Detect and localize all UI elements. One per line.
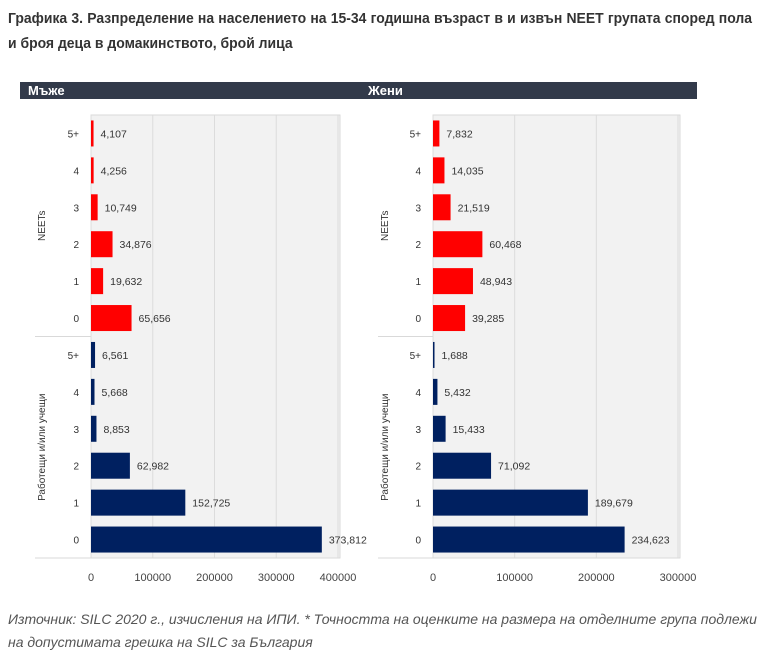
y-category-label: 2 — [73, 462, 79, 473]
data-label: 19,632 — [110, 276, 142, 288]
bar-workers — [91, 526, 322, 553]
bar-neets — [433, 231, 483, 258]
data-label: 14,035 — [451, 165, 483, 177]
data-label: 21,519 — [458, 202, 490, 214]
bar-workers — [433, 415, 446, 442]
x-tick-label: 200000 — [196, 572, 233, 584]
y-category-label: 4 — [415, 166, 421, 177]
y-category-label: 4 — [73, 388, 79, 399]
y-category-label: 0 — [415, 314, 421, 325]
x-tick-label: 100000 — [496, 572, 533, 584]
bar-workers — [91, 489, 186, 516]
bar-workers — [91, 452, 130, 479]
bar-neets — [433, 157, 445, 184]
bar-neets — [433, 194, 451, 221]
y-category-label: 2 — [415, 462, 421, 473]
data-label: 7,832 — [446, 128, 472, 140]
bar-neets — [91, 231, 113, 258]
x-tick-label: 0 — [88, 572, 94, 584]
group-label: NEETs — [37, 210, 48, 241]
bar-workers — [91, 415, 97, 442]
y-category-label: 3 — [415, 203, 421, 214]
y-category-label: 5+ — [410, 129, 422, 140]
panel-header-bar: Мъже Жени — [20, 82, 697, 99]
group-label: Работещи и/или учещи — [36, 394, 48, 501]
y-category-label: 5+ — [68, 129, 80, 140]
x-tick-label: 400000 — [320, 572, 357, 584]
data-label: 4,107 — [101, 128, 127, 140]
bar-neets — [433, 120, 440, 147]
plot-area — [90, 114, 341, 559]
data-label: 6,561 — [102, 350, 128, 362]
bar-neets — [433, 268, 473, 295]
y-category-label: 0 — [73, 314, 79, 325]
bar-neets — [91, 194, 98, 221]
data-label: 4,256 — [101, 165, 127, 177]
bar-workers — [433, 489, 588, 516]
bar-neets — [91, 157, 94, 184]
x-tick-label: 300000 — [258, 572, 295, 584]
data-label: 15,433 — [453, 424, 485, 436]
data-label: 62,982 — [137, 461, 169, 473]
x-tick-label: 300000 — [660, 572, 697, 584]
data-label: 189,679 — [595, 498, 633, 510]
bar-neets — [433, 305, 466, 332]
data-label: 1,688 — [442, 350, 468, 362]
bar-workers — [433, 378, 438, 405]
bar-workers — [91, 341, 96, 368]
y-category-label: 4 — [73, 166, 79, 177]
y-category-label: 3 — [73, 203, 79, 214]
source-note: Източник: SILC 2020 г., изчисления на ИП… — [8, 611, 757, 650]
y-category-label: 0 — [73, 536, 79, 547]
data-label: 152,725 — [192, 498, 230, 510]
data-label: 234,623 — [632, 535, 670, 547]
y-category-label: 4 — [415, 388, 421, 399]
y-category-label: 3 — [73, 425, 79, 436]
bar-neets — [91, 120, 94, 147]
y-category-label: 1 — [415, 499, 421, 510]
panel-title-women: Жени — [368, 83, 403, 98]
bar-neets — [91, 268, 104, 295]
data-label: 10,749 — [105, 202, 137, 214]
data-label: 65,656 — [139, 313, 171, 325]
panel-title-men: Мъже — [28, 83, 65, 98]
data-label: 8,853 — [103, 424, 129, 436]
y-category-label: 1 — [73, 277, 79, 288]
x-tick-label: 0 — [430, 572, 436, 584]
data-label: 39,285 — [472, 313, 504, 325]
data-label: 48,943 — [480, 276, 512, 288]
data-label: 373,812 — [329, 535, 367, 547]
bar-workers — [91, 378, 95, 405]
y-category-label: 1 — [73, 499, 79, 510]
data-label: 34,876 — [120, 239, 152, 251]
group-label: Работещи и/или учещи — [379, 394, 391, 501]
group-label: NEETs — [380, 210, 391, 241]
bar-workers — [433, 452, 492, 479]
y-category-label: 2 — [73, 240, 79, 251]
y-category-label: 5+ — [68, 351, 80, 362]
data-label: 5,668 — [101, 387, 127, 399]
data-label: 5,432 — [444, 387, 470, 399]
chart-title: Графика 3. Разпределение на населението … — [8, 10, 752, 52]
y-category-label: 1 — [415, 277, 421, 288]
y-category-label: 0 — [415, 536, 421, 547]
data-label: 60,468 — [489, 239, 521, 251]
y-category-label: 2 — [415, 240, 421, 251]
x-tick-label: 100000 — [134, 572, 171, 584]
bar-workers — [433, 341, 435, 368]
bar-workers — [433, 526, 625, 553]
y-category-label: 5+ — [410, 351, 422, 362]
x-tick-label: 200000 — [578, 572, 615, 584]
y-category-label: 3 — [415, 425, 421, 436]
data-label: 71,092 — [498, 461, 530, 473]
plot-area — [432, 114, 681, 559]
bar-neets — [91, 305, 132, 332]
